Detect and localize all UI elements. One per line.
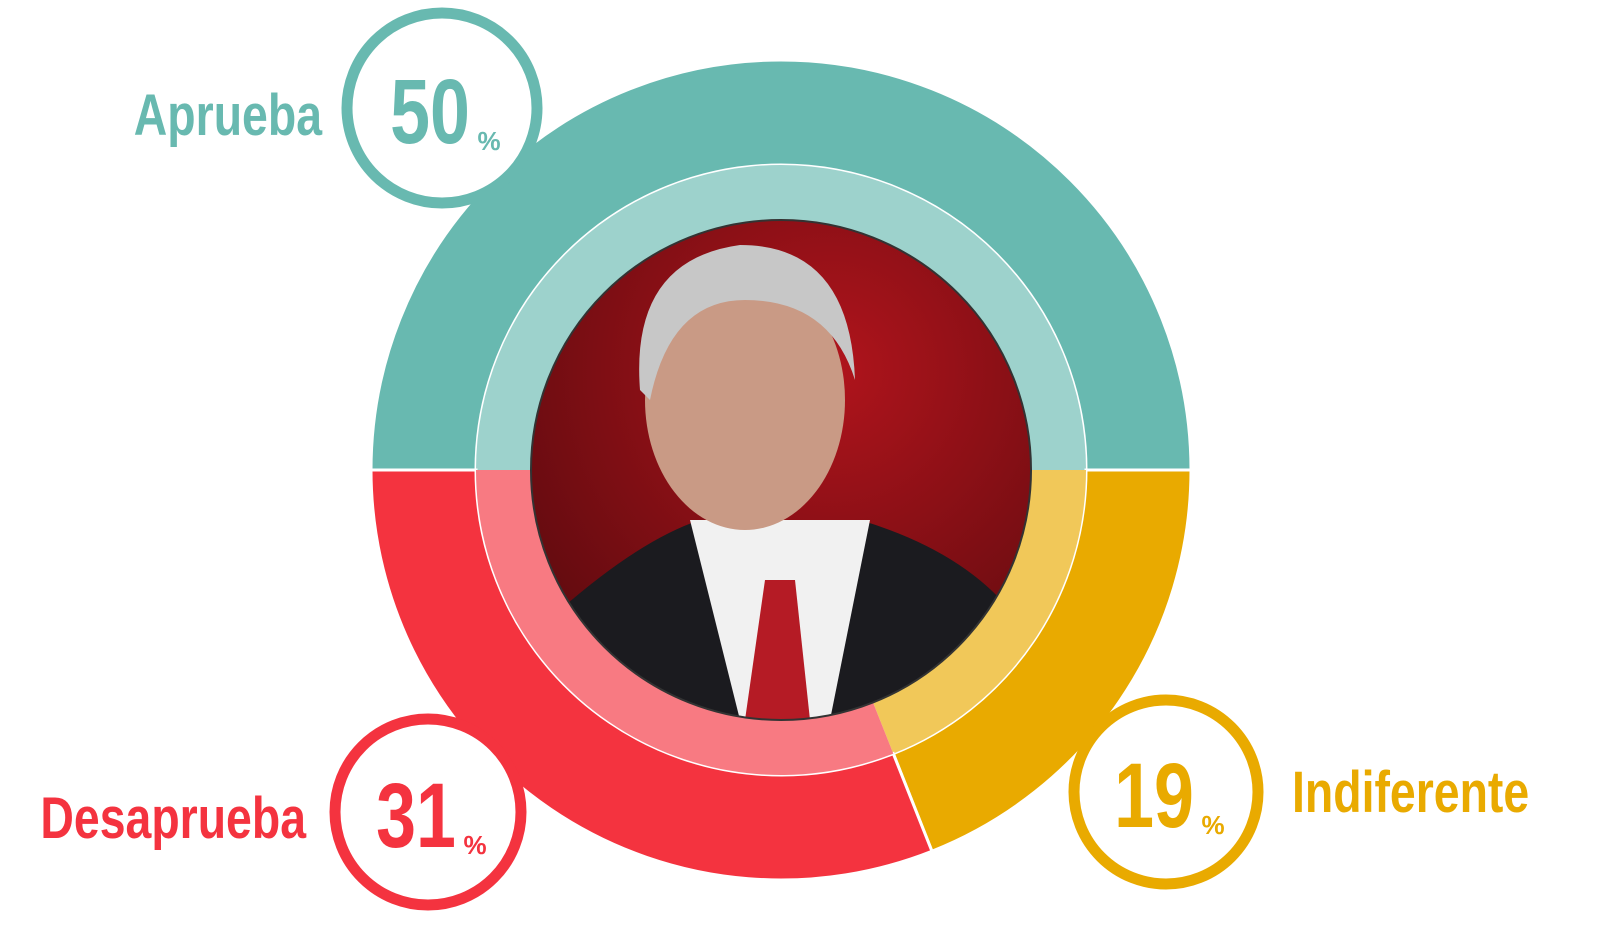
value-label: 50 [390, 60, 470, 163]
value-label: 19 [1114, 744, 1194, 847]
chart: 50% Aprueba 19% Indiferente 31% Desaprueba [0, 0, 1598, 928]
portrait-photo [531, 220, 1031, 720]
unit-label: % [477, 126, 500, 156]
page: 50%Aprueba19%Indiferente31%Desaprueba ((… [0, 0, 1598, 928]
unit-label: % [463, 830, 486, 860]
category-label: Desaprueba [40, 786, 306, 851]
category-label: Indiferente [1292, 760, 1529, 825]
category-label: Aprueba [134, 83, 323, 148]
value-label: 31 [376, 764, 456, 867]
unit-label: % [1201, 810, 1224, 840]
